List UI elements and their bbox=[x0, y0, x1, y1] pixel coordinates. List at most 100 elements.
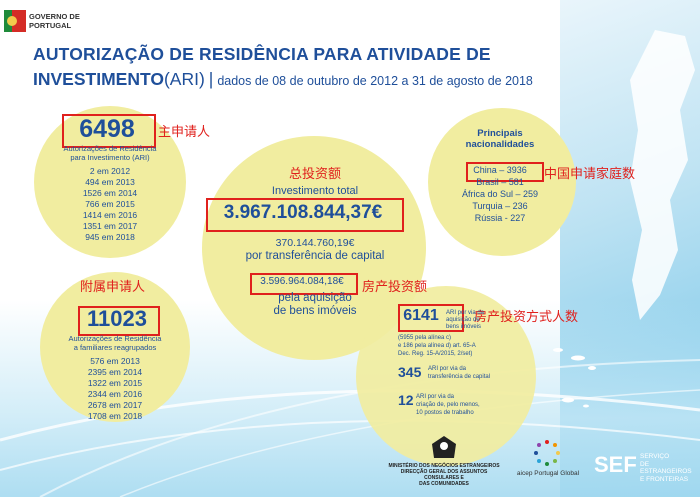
capital-route-line: transferência de capital bbox=[428, 374, 491, 380]
family-applicants-years: 576 em 2013 2395 em 2014 1322 em 2015 23… bbox=[55, 356, 175, 422]
sef-text: SERVIÇO DE ESTRANGEIROS E FRONTEIRAS bbox=[640, 453, 700, 483]
main-applicants-year: 1526 em 2014 bbox=[82, 188, 138, 198]
family-applicants-year: 576 em 2013 bbox=[90, 356, 140, 366]
family-applicants-highlight-box bbox=[78, 306, 160, 336]
title-investimento: INVESTIMENTO bbox=[33, 69, 164, 89]
china-annotation: 中国申请家庭数 bbox=[544, 166, 636, 181]
main-applicants-year: 494 em 2013 bbox=[85, 177, 135, 187]
title-separator: | bbox=[208, 69, 214, 89]
real-estate-note-line: Dec. Reg. 15-A/2015, 2/set) bbox=[398, 351, 473, 357]
main-applicants-year: 945 em 2018 bbox=[85, 232, 135, 242]
page-title-line-2: INVESTIMENTO(ARI) | dados de 08 de outubro… bbox=[33, 69, 533, 90]
nationalities-title-1: Principais bbox=[477, 128, 523, 139]
main-applicants-label-2: para Investimento (ARI) bbox=[70, 153, 150, 162]
investment-label: Investimento total bbox=[271, 185, 359, 197]
real-estate-label-2: de bens imóveis bbox=[273, 305, 357, 317]
real-estate-amount-highlight-box bbox=[250, 273, 358, 295]
main-applicants-highlight-box bbox=[62, 114, 156, 148]
china-highlight-box bbox=[466, 162, 544, 182]
real-estate-amount: 3.596.964.084,18€ bbox=[260, 276, 344, 287]
portugal-flag-icon bbox=[4, 10, 26, 32]
nationalities-title-2: nacionalidades bbox=[465, 139, 535, 150]
main-applicants-years: 2 em 2012 494 em 2013 1526 em 2014 766 e… bbox=[50, 166, 170, 243]
ministry-line-1: MINISTÉRIO DOS NEGÓCIOS ESTRANGEIROS bbox=[388, 463, 500, 469]
real-estate-count: 6141 bbox=[403, 307, 439, 324]
main-applicants-year: 766 em 2015 bbox=[85, 199, 135, 209]
routes-circle bbox=[356, 286, 536, 466]
jobs-count: 12 bbox=[398, 392, 414, 408]
family-applicants-label-2: a familiares reagrupados bbox=[73, 343, 157, 352]
real-estate-route-text: ARI por via da aquisição de bens imóveis bbox=[446, 310, 516, 331]
jobs-route-line: 10 postos de trabalho bbox=[416, 410, 474, 416]
islands-map-icon bbox=[553, 348, 596, 408]
capital-route-line: ARI por via da bbox=[428, 366, 467, 372]
main-applicants-circle bbox=[34, 106, 186, 258]
real-estate-route-note: (5955 pela alínea c) e 186 pela alínea d… bbox=[398, 334, 518, 358]
page-subtitle: dados de 08 de outubro de 2012 a 31 de a… bbox=[217, 74, 533, 88]
ministry-line-2: DIRECÇÃO GERAL DOS ASSUNTOS CONSULARES E bbox=[400, 469, 488, 481]
sef-line-2: DE ESTRANGEIROS bbox=[640, 460, 692, 476]
main-applicants-year: 2 em 2012 bbox=[89, 166, 131, 176]
ministry-line-3: DAS COMUNIDADES bbox=[419, 481, 469, 487]
family-applicants-annotation: 附属申请人 bbox=[80, 279, 146, 294]
main-applicants-label: Autorizações de Residência para Investim… bbox=[50, 144, 170, 162]
capital-transfer-amount: 370.144.760,19€ bbox=[275, 237, 355, 249]
sef-line-1: SERVIÇO bbox=[640, 453, 670, 460]
nationality-item: Turquia – 236 bbox=[472, 201, 528, 211]
ministry-text: MINISTÉRIO DOS NEGÓCIOS ESTRANGEIROS DIR… bbox=[384, 463, 504, 487]
capital-transfer-label: por transferência de capital bbox=[245, 250, 385, 262]
ministry-emblem-icon bbox=[426, 434, 462, 462]
page-title-line-1: AUTORIZAÇÃO DE RESIDÊNCIA PARA ATIVIDADE… bbox=[33, 44, 491, 64]
nationality-item: África do Sul – 259 bbox=[461, 189, 539, 199]
nationalities-circle bbox=[428, 108, 576, 256]
jobs-route-line: criação de, pelo menos, bbox=[416, 402, 480, 408]
family-applicants-label-1: Autorizações de Residência bbox=[68, 334, 162, 343]
aicep-text: aicep Portugal Global bbox=[516, 470, 580, 477]
investment-total: 3.967.108.844,37€ bbox=[223, 202, 383, 223]
investment-total-annotation: 总投资额 bbox=[288, 166, 341, 181]
family-applicants-circle bbox=[40, 272, 190, 422]
nationality-item: China – 3936 bbox=[473, 165, 527, 175]
real-estate-count-annotation: 房产投资方式人数 bbox=[474, 309, 579, 324]
real-estate-route-line: aquisição de bbox=[446, 317, 480, 323]
logo-line-2: PORTUGAL bbox=[29, 21, 72, 30]
main-applicants-total: 6498 bbox=[79, 115, 135, 143]
main-applicants-year: 1414 em 2016 bbox=[82, 210, 138, 220]
light-rays-decoration bbox=[0, 359, 700, 497]
family-applicants-year: 1708 em 2018 bbox=[87, 411, 143, 421]
family-applicants-year: 2678 em 2017 bbox=[87, 400, 143, 410]
main-applicants-label-1: Autorizações de Residência bbox=[63, 144, 157, 153]
sef-line-3: E FRONTEIRAS bbox=[640, 475, 689, 483]
nationalities-title: Principais nacionalidades bbox=[440, 128, 560, 150]
real-estate-note-line: (5955 pela alínea c) bbox=[398, 335, 452, 341]
capital-route-text: ARI por via da transferência de capital bbox=[428, 365, 528, 381]
family-applicants-year: 2395 em 2014 bbox=[87, 367, 143, 377]
real-estate-route-line: bens imóveis bbox=[446, 324, 482, 330]
real-estate-label-1: pela aquisição bbox=[278, 292, 352, 304]
investment-total-highlight-box bbox=[206, 198, 404, 232]
portugal-map-icon bbox=[630, 30, 695, 320]
title-ari: (ARI) bbox=[163, 69, 205, 89]
real-estate-route-line: ARI por via da bbox=[446, 310, 485, 316]
nationality-item: Brasil – 581 bbox=[476, 177, 524, 187]
real-estate-count-highlight-box bbox=[398, 304, 464, 332]
logo-line-1: GOVERNO DE bbox=[29, 12, 80, 21]
capital-transfer-block: 370.144.760,19€ por transferência de cap… bbox=[224, 237, 406, 263]
family-applicants-total: 11023 bbox=[87, 306, 147, 331]
main-applicants-annotation: 主申请人 bbox=[158, 124, 211, 139]
nationalities-list: China – 3936 Brasil – 581 África do Sul … bbox=[440, 164, 560, 224]
jobs-route-text: ARI por via da criação de, pelo menos, 1… bbox=[416, 393, 526, 417]
main-applicants-year: 1351 em 2017 bbox=[82, 221, 138, 231]
family-applicants-label: Autorizações de Residência a familiares … bbox=[55, 334, 175, 352]
real-estate-note-line: e 186 pela alínea d) art. 65-A bbox=[398, 343, 476, 349]
sef-logo: SEF bbox=[594, 452, 637, 477]
logo-text: GOVERNO DE PORTUGAL bbox=[29, 12, 80, 30]
nationality-item: Rússia - 227 bbox=[474, 213, 526, 223]
jobs-route-line: ARI por via da bbox=[416, 394, 455, 400]
aicep-logo-icon bbox=[532, 438, 562, 468]
family-applicants-year: 2344 em 2016 bbox=[87, 389, 143, 399]
family-applicants-year: 1322 em 2015 bbox=[87, 378, 143, 388]
real-estate-label: pela aquisição de bens imóveis bbox=[224, 292, 406, 318]
capital-count: 345 bbox=[398, 364, 422, 380]
